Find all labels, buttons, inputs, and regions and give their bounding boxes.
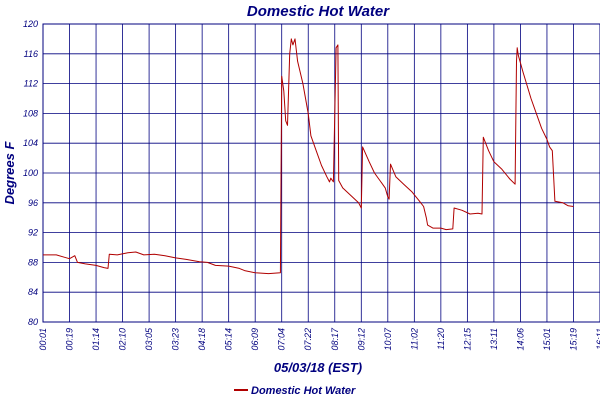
x-tick-label: 14:06 — [515, 328, 525, 351]
x-tick-labels: 00:01 00:19 01:14 02:10 03:05 03:23 04:18 05:14… — [38, 327, 600, 351]
y-tick-label: 88 — [28, 257, 38, 267]
x-tick-label: 15:19 — [568, 328, 578, 351]
grid-lines — [42, 23, 600, 323]
x-tick-label: 13:11 — [489, 328, 499, 350]
y-tick-label: 116 — [24, 49, 38, 59]
y-tick-label: 84 — [28, 287, 38, 297]
y-axis-label: Degrees F — [2, 141, 17, 205]
series-line — [43, 38, 574, 275]
y-tick-labels: 80 84 88 92 96 100 104 108 112 116 120 — [23, 19, 38, 327]
x-tick-label: 00:19 — [65, 328, 75, 351]
x-tick-label: 11:02 — [409, 328, 419, 350]
x-tick-label: 04:18 — [197, 328, 207, 351]
series-group — [43, 38, 574, 275]
legend-label: Domestic Hot Water — [251, 385, 356, 397]
x-tick-label: 12:15 — [462, 327, 472, 351]
x-tick-label: 11:20 — [436, 328, 446, 350]
y-tick-label: 104 — [23, 138, 38, 148]
x-tick-label: 15:01 — [542, 328, 552, 351]
x-tick-label: 06:09 — [250, 328, 260, 351]
x-tick-label: 09:12 — [356, 328, 366, 351]
x-tick-label: 01:14 — [91, 328, 101, 351]
x-tick-label: 07:04 — [277, 328, 287, 351]
y-tick-label: 120 — [23, 19, 38, 29]
x-tick-label: 03:05 — [144, 327, 154, 351]
x-tick-label: 00:01 — [38, 328, 48, 351]
x-tick-label: 05:14 — [224, 328, 234, 351]
x-tick-label: 02:10 — [118, 328, 128, 351]
y-tick-label: 96 — [28, 198, 38, 208]
y-tick-label: 112 — [24, 79, 38, 89]
y-tick-label: 92 — [28, 228, 38, 238]
x-tick-label: 10:07 — [383, 327, 393, 351]
y-tick-label: 80 — [28, 317, 38, 327]
x-axis-label: 05/03/18 (EST) — [274, 360, 362, 375]
x-tick-label: 03:23 — [171, 328, 181, 351]
x-tick-label: 08:17 — [330, 327, 340, 351]
y-tick-label: 100 — [23, 168, 38, 178]
x-tick-label: 07:22 — [303, 328, 313, 351]
x-tick-label: 16:11 — [595, 328, 600, 350]
chart-title: Domestic Hot Water — [247, 3, 390, 20]
y-tick-label: 108 — [23, 108, 38, 118]
legend: Domestic Hot Water — [234, 385, 356, 397]
